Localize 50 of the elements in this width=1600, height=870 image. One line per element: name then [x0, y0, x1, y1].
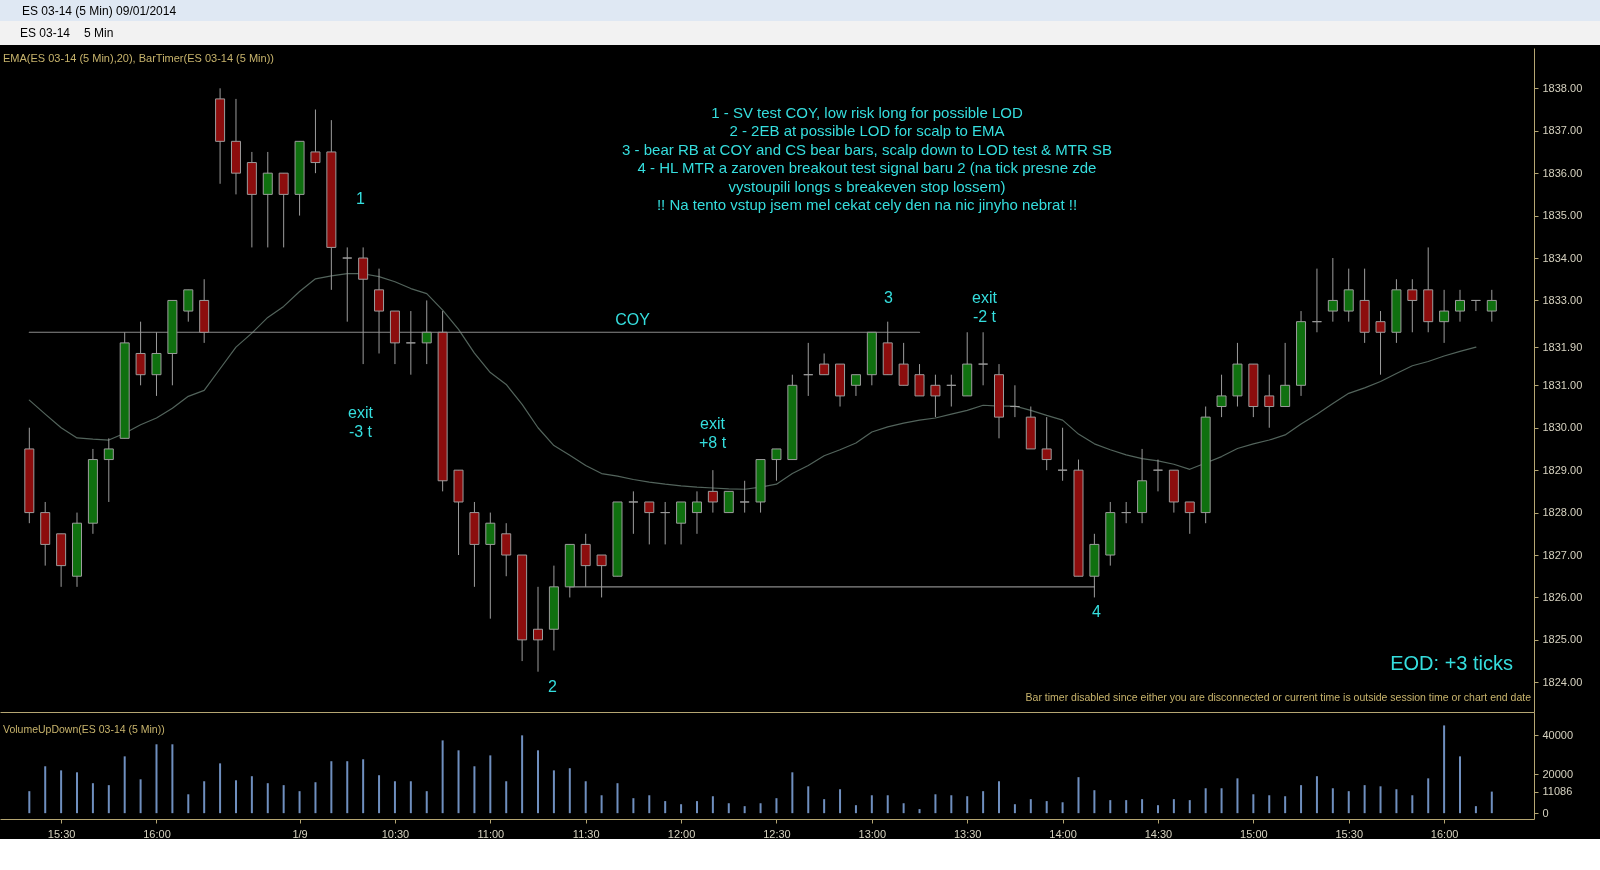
- x-tick-label: 16:00: [1430, 827, 1459, 840]
- x-tick-label: 14:30: [1144, 827, 1173, 840]
- x-tick-label: 12:00: [667, 827, 696, 840]
- text: 5 Min: [84, 26, 114, 40]
- x-tick-label: 10:30: [381, 827, 410, 840]
- y-tick-label: 1831.00: [1542, 378, 1583, 391]
- y-tick-label: 1836.00: [1542, 166, 1583, 179]
- annotation: 3: [884, 289, 894, 307]
- chart-title: ES 03-14 (5 Min) 09/01/2014: [22, 4, 177, 18]
- y-tick-label: 1827.00: [1542, 548, 1583, 561]
- x-tick-label: 15:00: [1240, 827, 1268, 840]
- chart-subtitle: EMA(ES 03-14 (5 Min),20), BarTimer(ES 03-14 (5 Min)): [3, 52, 274, 64]
- x-tick-label: 12:30: [763, 827, 791, 840]
- annotation: 2: [548, 677, 558, 695]
- annotation: COY: [615, 310, 651, 328]
- annotation: 1 - SV test COY, low risk long for possible LOD 2 - 2EB at possible LOD for scalp to EMA 3 - bear RB at COY and CS bear bars, scalp down to LOD test & MTR SB 4 - HL MTR a zaroven breakout test signal baru 2 (na tick presne zde vystoupili longs s breakeven stop lossem) !! Na tento vstup jsem mel cekat cely den na nic jinyho nebrat !!: [622, 104, 1112, 213]
- y-tick-label: 1826.00: [1542, 590, 1583, 603]
- annotation: Bar timer disabled since either you are disconnected or current time is outside session time or chart end date: [1025, 691, 1532, 703]
- text: VolumeUpDown(ES 03-14 (5 Min)): [3, 723, 165, 735]
- y-tick-label: 11086: [1542, 785, 1573, 798]
- annotation: EOD: +3 ticks: [1390, 652, 1513, 674]
- annotation: exit -2 t: [972, 289, 998, 326]
- x-tick-label: 11:30: [572, 827, 600, 840]
- x-tick-label: 13:30: [953, 827, 982, 840]
- y-tick-label: 1829.00: [1542, 463, 1583, 476]
- y-tick-label: 1825.00: [1542, 633, 1583, 646]
- annotation: exit +8 t: [698, 414, 727, 451]
- x-tick-label: 14:00: [1049, 827, 1077, 840]
- x-tick-label: 15:30: [47, 827, 76, 840]
- x-tick-label: 15:30: [1335, 827, 1363, 840]
- x-tick-label: 11:00: [477, 827, 505, 840]
- y-tick-label: 1831.90: [1542, 340, 1583, 353]
- y-tick-label: 1828.00: [1542, 506, 1583, 519]
- y-tick-label: 40000: [1542, 728, 1574, 741]
- y-tick-label: 1833.00: [1542, 293, 1583, 306]
- y-tick-label: 1830.00: [1542, 421, 1583, 434]
- x-tick-label: 13:00: [858, 827, 887, 840]
- y-tick-label: 1837.00: [1542, 124, 1583, 137]
- x-tick-label: 1/9: [292, 827, 308, 840]
- annotation: 1: [356, 189, 366, 207]
- annotation: exit -3 t: [348, 403, 374, 440]
- y-tick-label: 20000: [1542, 767, 1574, 780]
- y-tick-label: 1834.00: [1542, 251, 1583, 264]
- y-tick-label: 0: [1542, 806, 1549, 819]
- annotation: 4: [1092, 603, 1102, 621]
- y-tick-label: 1835.00: [1542, 209, 1583, 222]
- y-tick-label: 1838.00: [1542, 81, 1583, 94]
- x-tick-label: 16:00: [143, 827, 171, 840]
- y-tick-label: 1824.00: [1542, 675, 1583, 688]
- text: ES 03-14: [20, 26, 71, 40]
